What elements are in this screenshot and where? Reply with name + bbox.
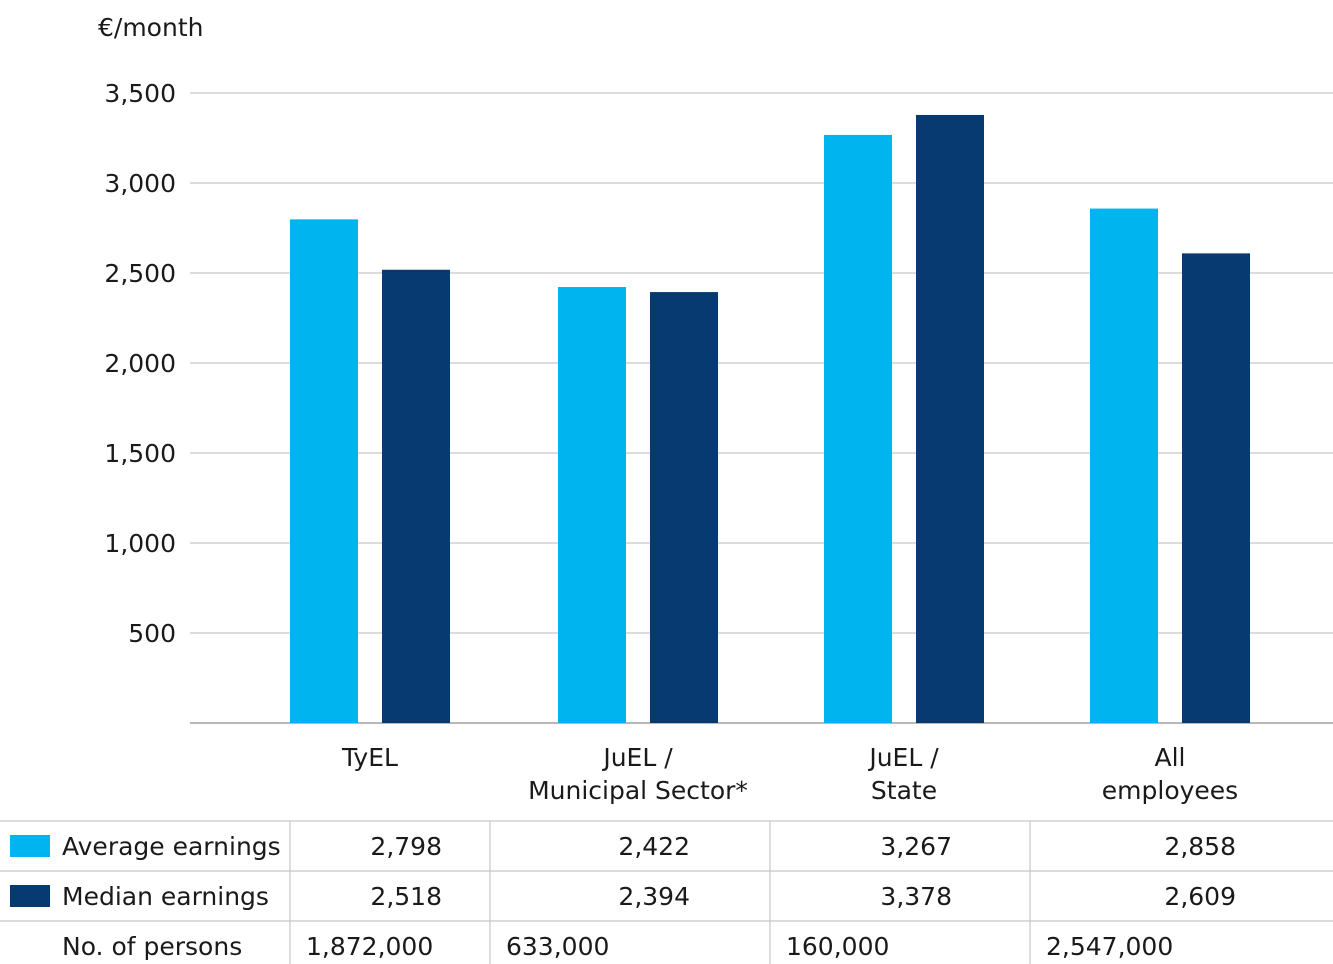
table-cell: 2,394 <box>618 882 690 911</box>
table-row-label: No. of persons <box>62 932 242 961</box>
bar-median-1 <box>650 292 718 723</box>
y-tick-label: 3,000 <box>104 169 176 198</box>
category-label: All <box>1155 743 1186 772</box>
category-label: Municipal Sector* <box>528 776 748 805</box>
bar-average-1 <box>558 287 626 723</box>
table-cell: 3,267 <box>880 832 952 861</box>
y-tick-label: 2,000 <box>104 349 176 378</box>
bar-average-2 <box>824 134 892 723</box>
y-tick-label: 3,500 <box>104 79 176 108</box>
legend-swatch-1 <box>10 885 50 907</box>
table-cell: 2,518 <box>370 882 442 911</box>
table-row-label: Average earnings <box>62 832 281 861</box>
table-row-label: Median earnings <box>62 882 269 911</box>
table-cell: 2,858 <box>1164 832 1236 861</box>
bar-median-0 <box>382 269 450 723</box>
category-label: employees <box>1102 776 1238 805</box>
category-label: JuEL / <box>601 743 673 772</box>
bar-median-3 <box>1182 253 1250 723</box>
bar-median-2 <box>916 114 984 723</box>
category-label: JuEL / <box>867 743 939 772</box>
y-tick-label: 1,000 <box>104 529 176 558</box>
y-tick-label: 500 <box>128 619 176 648</box>
table-cell: 1,872,000 <box>306 932 433 961</box>
legend-swatch-0 <box>10 835 50 857</box>
table-cell: 2,798 <box>370 832 442 861</box>
y-tick-label: 1,500 <box>104 439 176 468</box>
table-cell: 2,609 <box>1164 882 1236 911</box>
table-cell: 633,000 <box>506 932 609 961</box>
table-cell: 3,378 <box>880 882 952 911</box>
table-cell: 2,547,000 <box>1046 932 1173 961</box>
bar-average-3 <box>1090 208 1158 723</box>
y-unit-label: €/month <box>98 13 203 42</box>
table-cell: 160,000 <box>786 932 889 961</box>
table-cell: 2,422 <box>618 832 690 861</box>
category-label: State <box>871 776 937 805</box>
y-tick-label: 2,500 <box>104 259 176 288</box>
category-label: TyEL <box>341 743 398 772</box>
bar-average-0 <box>290 219 358 724</box>
